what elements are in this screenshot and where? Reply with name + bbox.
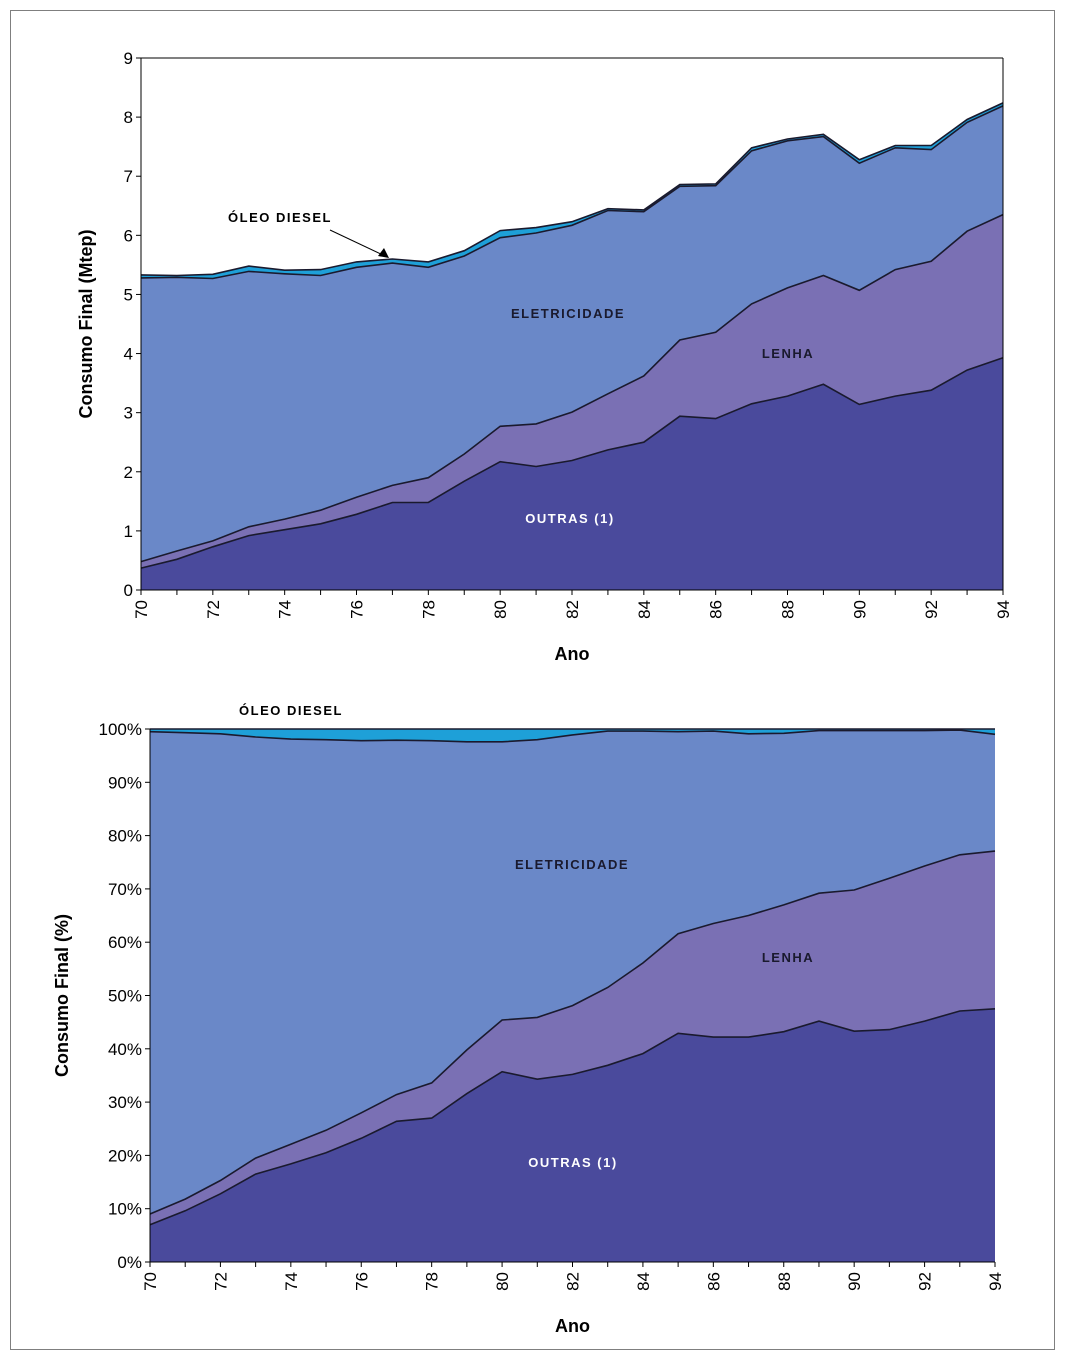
x-tick-label: 94 bbox=[986, 1272, 1005, 1291]
series-line-outras-1- bbox=[140, 102, 1004, 277]
x-tick-label: 70 bbox=[141, 1272, 160, 1291]
series-line-lenha bbox=[140, 105, 1004, 280]
annotation-outras-1: OUTRAS (1) bbox=[528, 1155, 617, 1170]
y-tick-label: 2 bbox=[124, 463, 133, 482]
y-tick-label: 4 bbox=[124, 345, 133, 364]
y-tick-label: 50% bbox=[108, 987, 142, 1006]
y-tick-label: 10% bbox=[108, 1200, 142, 1219]
annotation--leo-diesel: ÓLEO DIESEL bbox=[228, 210, 332, 225]
y-tick-label: 60% bbox=[108, 933, 142, 952]
x-tick-label: 90 bbox=[850, 600, 869, 619]
y-tick-label: 3 bbox=[124, 404, 133, 423]
x-axis-title: Ano bbox=[555, 644, 590, 664]
series-line-eletricidade bbox=[140, 213, 1004, 563]
x-tick-label: 92 bbox=[922, 600, 941, 619]
chart-pct: 0% 10% 20% 30% 40% 50% 60% 70% 80% 90% 100% 70 72 74 7… bbox=[52, 703, 1005, 1336]
y-tick-label: 80% bbox=[108, 827, 142, 846]
series-line-eletricidade bbox=[149, 850, 996, 1215]
y-tick-label: 100% bbox=[99, 720, 142, 739]
annotation--leo-diesel: ÓLEO DIESEL bbox=[239, 703, 343, 718]
y-tick-label: 6 bbox=[124, 226, 133, 245]
area--leo-diesel bbox=[141, 357, 1003, 590]
x-tick-label: 80 bbox=[491, 600, 510, 619]
x-tick-label: 86 bbox=[707, 600, 726, 619]
x-tick-label: 70 bbox=[132, 600, 151, 619]
x-tick-label: 82 bbox=[563, 600, 582, 619]
x-tick-label: 74 bbox=[276, 600, 295, 619]
x-tick-label: 84 bbox=[635, 600, 654, 619]
series-line--leo-diesel bbox=[149, 1008, 996, 1226]
area--leo-diesel bbox=[150, 1008, 995, 1262]
x-axis-title: Ano bbox=[555, 1316, 590, 1336]
x-tick-label: 76 bbox=[348, 600, 367, 619]
annotation-eletricidade: ELETRICIDADE bbox=[511, 306, 625, 321]
area-lenha bbox=[150, 730, 995, 1214]
figure-frame bbox=[10, 10, 1055, 1350]
area-outras-1- bbox=[150, 729, 995, 742]
y-tick-label: 20% bbox=[108, 1146, 142, 1165]
area-eletricidade bbox=[150, 851, 995, 1225]
annotation-outras-1: OUTRAS (1) bbox=[525, 511, 614, 526]
x-tick-label: 94 bbox=[994, 600, 1013, 619]
x-tick-label: 84 bbox=[634, 1272, 653, 1291]
x-tick-label: 76 bbox=[352, 1272, 371, 1291]
y-tick-label: 9 bbox=[124, 49, 133, 68]
area-lenha bbox=[141, 105, 1003, 562]
annotation-lenha: LENHA bbox=[762, 346, 814, 361]
y-tick-label: 70% bbox=[108, 880, 142, 899]
x-tick-label: 88 bbox=[779, 600, 798, 619]
y-tick-label: 7 bbox=[124, 167, 133, 186]
x-tick-label: 80 bbox=[493, 1272, 512, 1291]
x-tick-label: 82 bbox=[564, 1272, 583, 1291]
y-tick-label: 30% bbox=[108, 1093, 142, 1112]
y-tick-label: 1 bbox=[124, 522, 133, 541]
area-eletricidade bbox=[141, 214, 1003, 569]
x-tick-label: 74 bbox=[282, 1272, 301, 1291]
x-tick-label: 86 bbox=[704, 1272, 723, 1291]
y-tick-label: 0% bbox=[117, 1253, 142, 1272]
y-tick-label: 5 bbox=[124, 285, 133, 304]
y-tick-label: 40% bbox=[108, 1040, 142, 1059]
outras-pointer-arrowhead bbox=[378, 248, 389, 258]
x-tick-label: 78 bbox=[423, 1272, 442, 1291]
x-tick-label: 88 bbox=[775, 1272, 794, 1291]
outras-pointer-line bbox=[329, 229, 386, 257]
annotation-lenha: LENHA bbox=[762, 950, 814, 965]
y-tick-label: 90% bbox=[108, 773, 142, 792]
y-axis-title: Consumo Final (%) bbox=[52, 914, 72, 1077]
x-tick-label: 92 bbox=[916, 1272, 935, 1291]
series-line-lenha bbox=[149, 729, 996, 743]
y-axis-title: Consumo Final (Mtep) bbox=[76, 230, 96, 419]
y-tick-label: 8 bbox=[124, 108, 133, 127]
x-tick-label: 78 bbox=[419, 600, 438, 619]
x-tick-label: 72 bbox=[204, 600, 223, 619]
y-tick-label: 0 bbox=[124, 581, 133, 600]
annotation-eletricidade: ELETRICIDADE bbox=[515, 857, 629, 872]
x-tick-label: 90 bbox=[845, 1272, 864, 1291]
series-line--leo-diesel bbox=[140, 356, 1004, 569]
x-tick-label: 72 bbox=[211, 1272, 230, 1291]
